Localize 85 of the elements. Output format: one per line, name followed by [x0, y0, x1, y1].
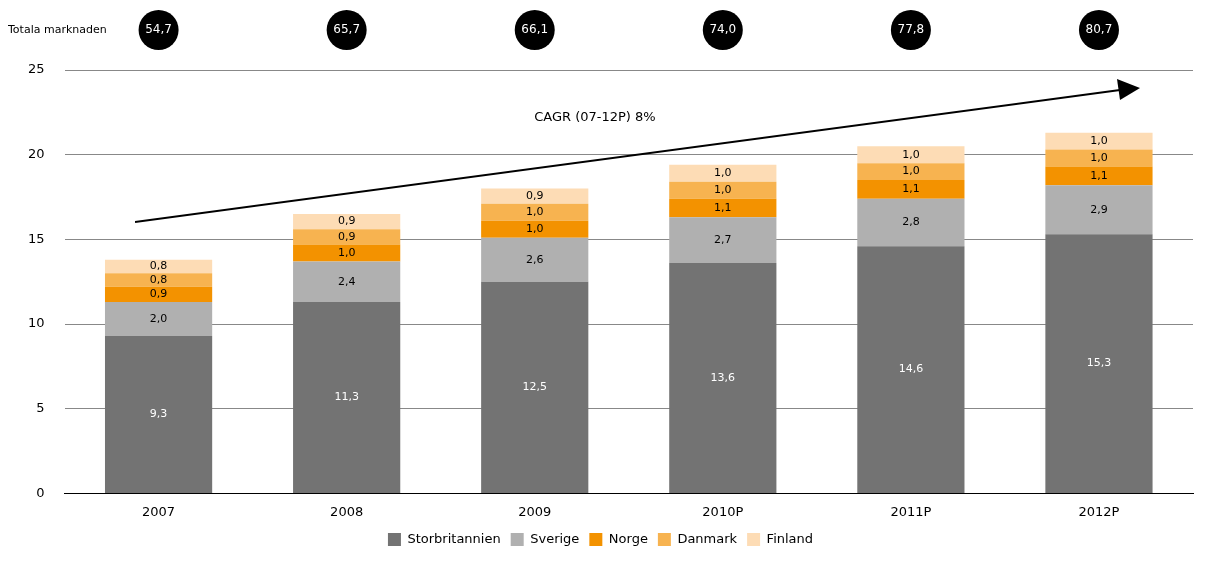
data-label: 2,7 — [714, 233, 732, 247]
bar — [1045, 132, 1153, 150]
data-label: 1,0 — [714, 183, 732, 197]
data-label: 2,6 — [525, 252, 544, 266]
data-label: 11,3 — [334, 390, 359, 404]
bar — [293, 261, 401, 303]
data-label: 0,8 — [149, 259, 168, 273]
annotation: CAGR (07-12P) 8% — [534, 109, 656, 125]
text: 65,7 — [333, 22, 361, 37]
x-tick-label: 2011P — [890, 503, 932, 519]
y-tick-label: 15 — [28, 230, 45, 246]
data-label: 0,8 — [149, 272, 168, 286]
data-label: 13,6 — [710, 370, 736, 384]
data-label: 2,9 — [1090, 202, 1108, 216]
data-label: 0,9 — [337, 229, 356, 243]
bar — [669, 181, 777, 199]
data-label: 0,9 — [337, 214, 356, 228]
text: Totala marknaden — [7, 22, 107, 36]
bar — [857, 146, 965, 164]
x-tick-label: 2008 — [330, 503, 364, 519]
data-label: 9,3 — [149, 407, 168, 421]
text: 77,8 — [897, 22, 925, 37]
legend-label: Storbritannien — [407, 530, 501, 546]
x-tick-label: 2010P — [702, 503, 744, 519]
data-label: 1,0 — [714, 166, 732, 180]
bar — [1045, 185, 1153, 235]
y-tick-label: 25 — [28, 61, 45, 77]
bar — [104, 286, 213, 303]
bar — [857, 198, 965, 247]
bar — [481, 203, 589, 221]
x-tick-label: 2012P — [1078, 503, 1120, 519]
bar — [104, 335, 213, 493]
bar — [1045, 166, 1153, 186]
bar — [293, 229, 401, 245]
bar — [669, 198, 777, 218]
text: 54,7 — [145, 22, 172, 37]
data-label: 1,0 — [525, 205, 544, 219]
data-label: 1,0 — [337, 245, 356, 259]
bar — [293, 244, 401, 262]
data-label: 1,1 — [714, 200, 732, 214]
bar — [857, 180, 965, 199]
data-label: 2,4 — [337, 274, 356, 288]
data-label: 1,0 — [525, 222, 544, 236]
data-label: 0,9 — [149, 287, 168, 301]
bar — [481, 237, 589, 282]
legend-label: Sverige — [530, 530, 580, 546]
data-label: 0,9 — [525, 189, 544, 203]
bar — [293, 213, 401, 230]
y-tick-label: 5 — [36, 400, 45, 416]
bar — [104, 259, 213, 274]
data-label: 1,0 — [902, 164, 920, 178]
bar — [669, 164, 777, 182]
legend-label: Finland — [766, 530, 814, 546]
bar — [293, 302, 401, 493]
legend-label: Danmark — [677, 530, 738, 546]
data-label: 1,1 — [902, 182, 920, 196]
data-label: 2,8 — [902, 215, 920, 229]
y-tick-label: 10 — [28, 315, 45, 331]
text: 66,1 — [521, 22, 549, 37]
data-label: 2,0 — [149, 311, 168, 325]
bar — [481, 188, 589, 204]
data-label: 14,6 — [898, 362, 924, 376]
legend-label: Norge — [608, 530, 648, 546]
y-tick-label: 0 — [36, 484, 45, 500]
bar — [857, 246, 965, 493]
bar — [104, 273, 213, 287]
bar — [481, 220, 589, 238]
bar — [1045, 234, 1153, 493]
bar — [857, 163, 965, 181]
bar — [669, 263, 777, 493]
bar — [104, 302, 213, 336]
data-label: 1,0 — [902, 147, 920, 161]
text: 74,0 — [709, 22, 737, 37]
bar — [669, 217, 777, 264]
bar — [481, 281, 589, 493]
text: 80,7 — [1085, 22, 1113, 37]
data-label: 15,3 — [1086, 356, 1112, 370]
bar — [1045, 149, 1153, 167]
x-tick-label: 2009 — [518, 503, 552, 519]
y-tick-label: 20 — [28, 146, 45, 162]
data-label: 1,0 — [1090, 133, 1108, 147]
data-label: 12,5 — [522, 380, 547, 394]
data-label: 1,1 — [1090, 168, 1108, 182]
x-tick-label: 2007 — [142, 503, 176, 519]
data-label: 1,0 — [1090, 150, 1108, 164]
